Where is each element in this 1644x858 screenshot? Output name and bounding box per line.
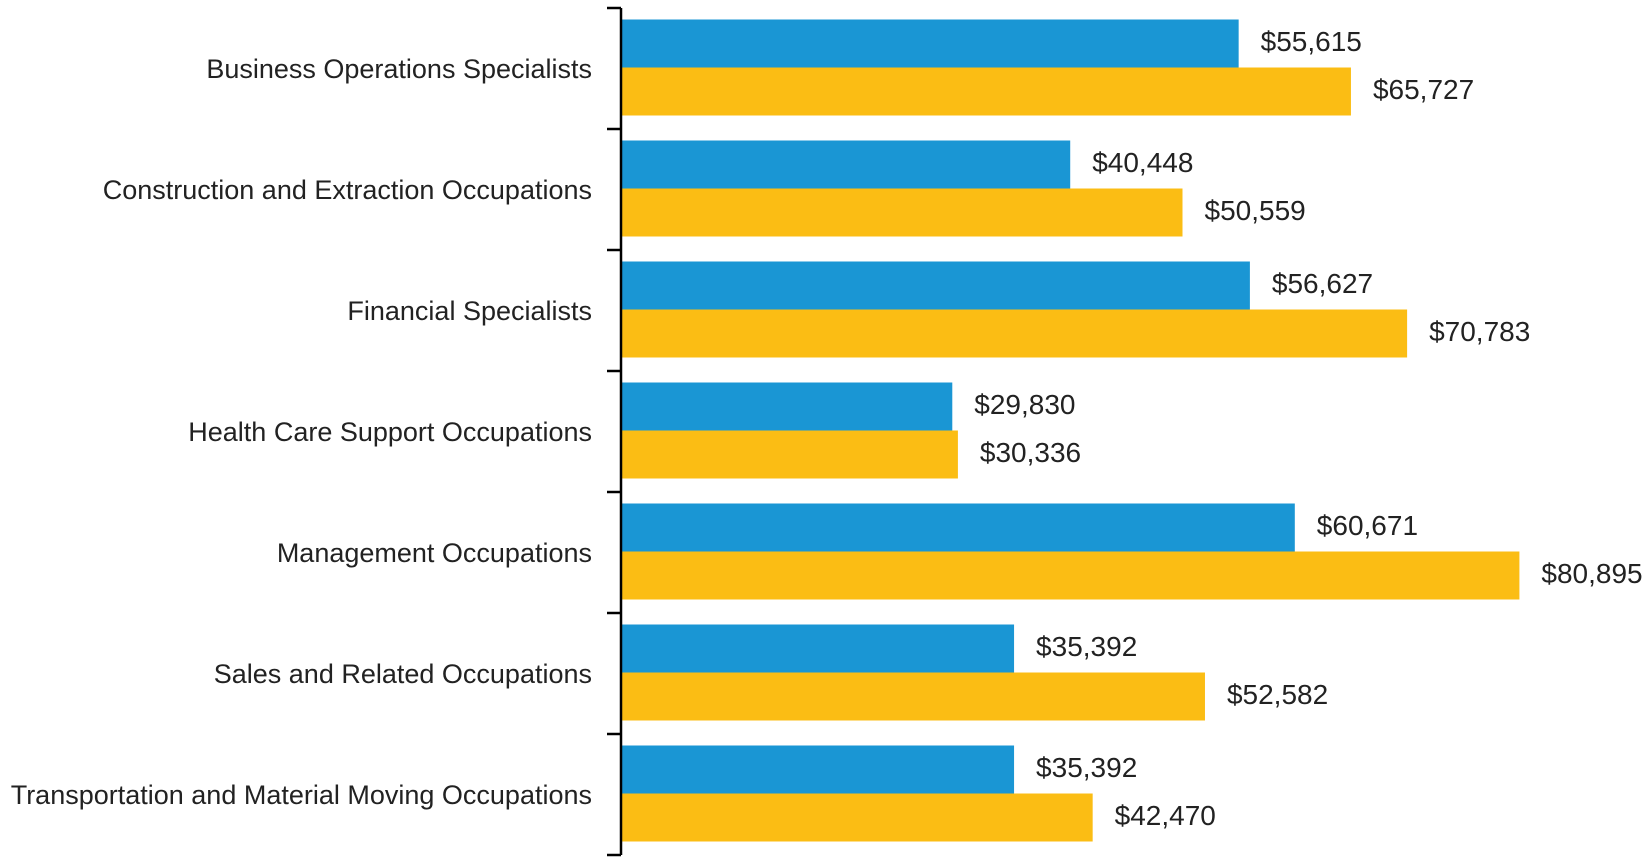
value-label: $29,830 xyxy=(974,389,1075,420)
value-label: $42,470 xyxy=(1115,800,1216,831)
category-text: Sales and Related Occupations xyxy=(213,658,592,689)
bar xyxy=(621,309,1408,358)
bar xyxy=(621,551,1520,600)
value-label: $50,559 xyxy=(1205,195,1306,226)
category-text: Construction and Extraction Occupations xyxy=(102,174,592,205)
bar xyxy=(621,793,1093,842)
category-label: Health Care Support Occupations xyxy=(0,371,592,492)
bar xyxy=(621,624,1015,673)
category-text: Health Care Support Occupations xyxy=(188,416,592,447)
value-label: $35,392 xyxy=(1036,752,1137,783)
bar xyxy=(621,382,953,431)
category-label: Business Operations Specialists xyxy=(0,8,592,129)
value-label: $35,392 xyxy=(1036,631,1137,662)
bar xyxy=(621,140,1071,189)
value-label: $30,336 xyxy=(980,437,1081,468)
value-label: $40,448 xyxy=(1092,147,1193,178)
bar xyxy=(621,430,958,479)
value-label: $70,783 xyxy=(1429,316,1530,347)
bar xyxy=(621,503,1295,552)
category-label: Financial Specialists xyxy=(0,250,592,371)
value-label: $55,615 xyxy=(1261,26,1362,57)
bar xyxy=(621,67,1351,116)
bar xyxy=(621,19,1239,68)
bar xyxy=(621,745,1015,794)
category-label: Construction and Extraction Occupations xyxy=(0,129,592,250)
category-text: Transportation and Material Moving Occup… xyxy=(10,779,592,810)
value-label: $80,895 xyxy=(1541,558,1642,589)
category-text: Financial Specialists xyxy=(347,295,592,326)
category-label: Sales and Related Occupations xyxy=(0,613,592,734)
bar xyxy=(621,261,1250,310)
category-text: Business Operations Specialists xyxy=(206,53,592,84)
value-label: $56,627 xyxy=(1272,268,1373,299)
bar xyxy=(621,672,1205,721)
category-label: Transportation and Material Moving Occup… xyxy=(0,734,592,855)
category-text: Management Occupations xyxy=(276,537,592,568)
bar xyxy=(621,188,1183,237)
value-label: $52,582 xyxy=(1227,679,1328,710)
category-label: Management Occupations xyxy=(0,492,592,613)
value-label: $60,671 xyxy=(1317,510,1418,541)
value-label: $65,727 xyxy=(1373,74,1474,105)
